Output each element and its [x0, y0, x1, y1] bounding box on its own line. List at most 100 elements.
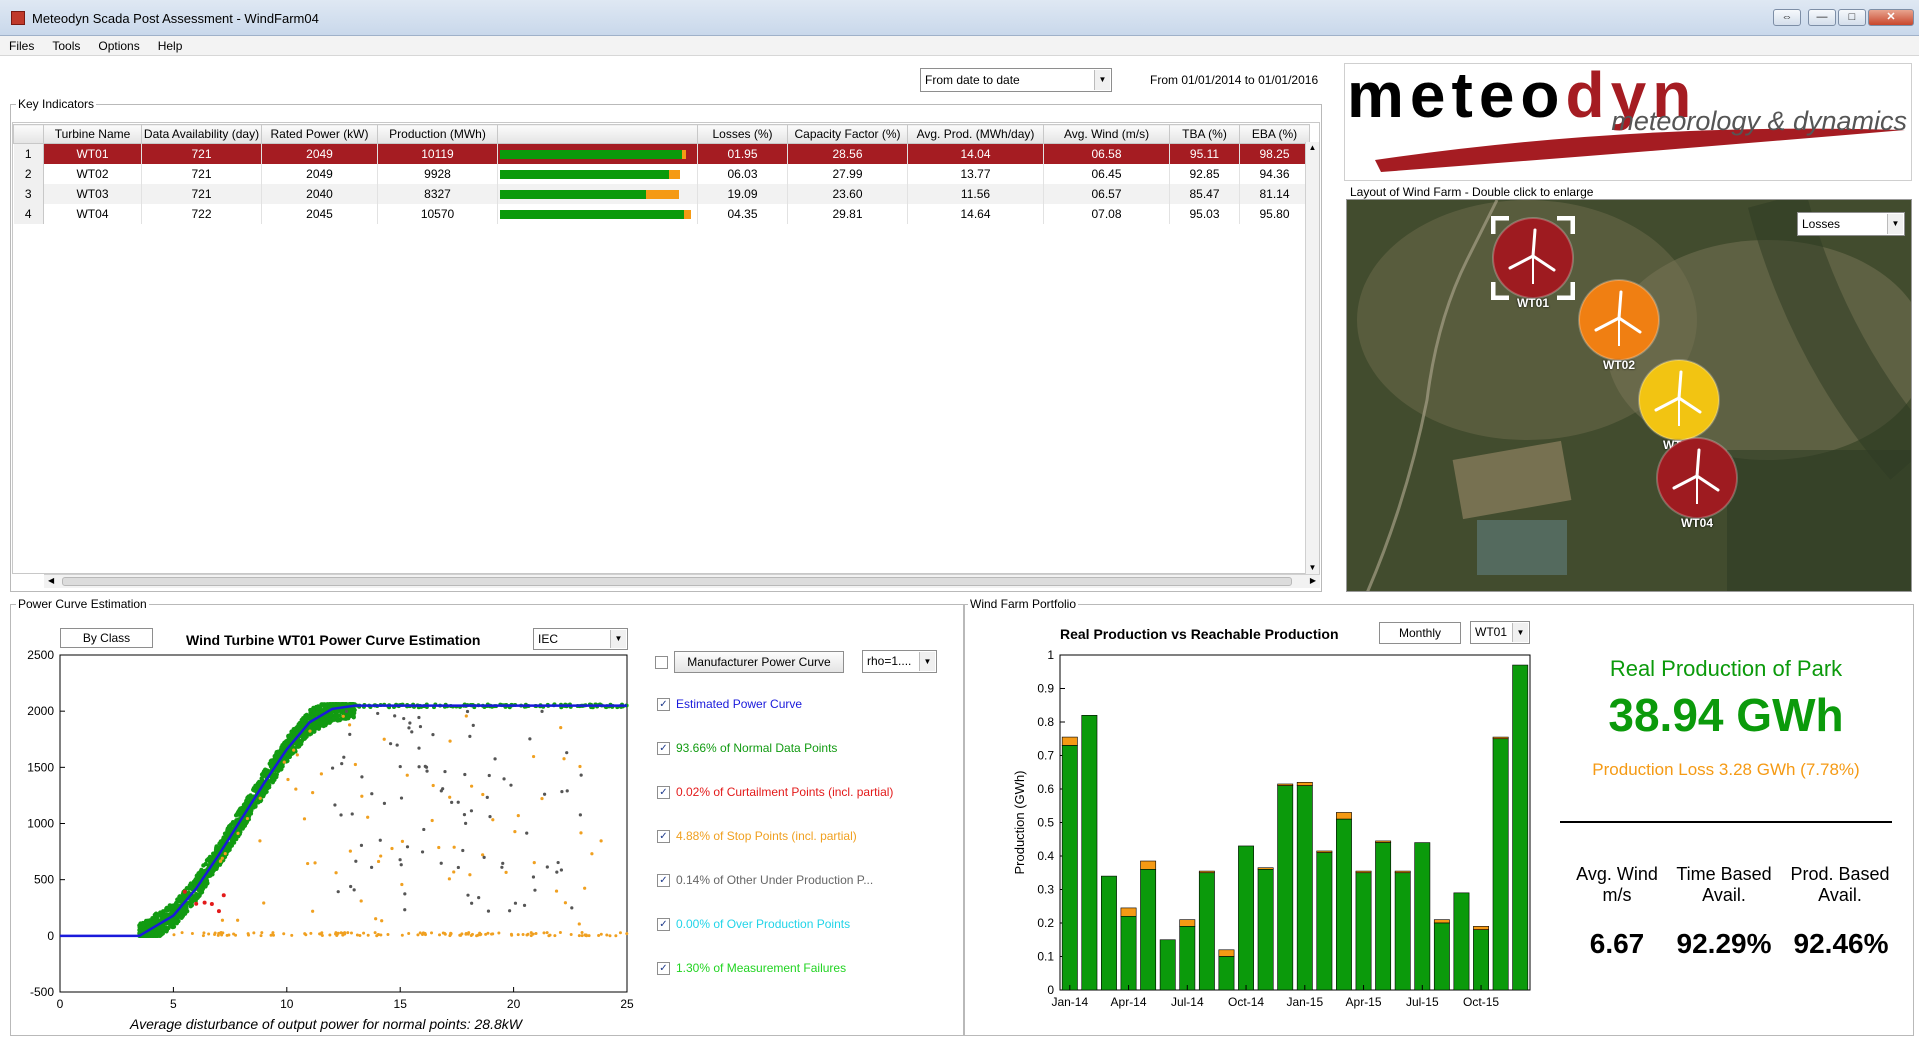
- under-production-point: [407, 726, 411, 730]
- under-production-point: [399, 863, 403, 867]
- menu-tools[interactable]: Tools: [52, 39, 81, 53]
- y-tick-label: 0.9: [1037, 682, 1054, 696]
- method-select[interactable]: IEC ▼: [533, 628, 628, 650]
- legend-checkbox[interactable]: ✓: [657, 742, 670, 756]
- stop-point: [534, 932, 538, 936]
- col-turbine-name[interactable]: Turbine Name: [43, 124, 142, 144]
- menu-help[interactable]: Help: [157, 39, 183, 53]
- y-tick-label: 0.4: [1037, 849, 1054, 863]
- menu-files[interactable]: Files: [9, 39, 35, 53]
- col-eba[interactable]: EBA (%): [1239, 124, 1310, 144]
- col-tba[interactable]: TBA (%): [1169, 124, 1240, 144]
- production-bar: [1336, 818, 1352, 991]
- normal-point: [299, 717, 304, 723]
- stop-point: [448, 795, 452, 799]
- time-avail-label: Time Based Avail.: [1676, 864, 1772, 905]
- chevron-down-icon: ▼: [919, 652, 935, 671]
- wind-farm-map[interactable]: Losses▼ WT01 WT02WT03 WT04: [1346, 199, 1912, 592]
- close-button[interactable]: ✕: [1868, 9, 1914, 26]
- under-production-point: [477, 896, 481, 900]
- normal-point: [267, 779, 272, 784]
- col-production[interactable]: Production (MWh): [377, 124, 498, 144]
- legend-checkbox[interactable]: ✓: [657, 698, 670, 712]
- production-bar: [1218, 956, 1235, 991]
- col-avg-prod[interactable]: Avg. Prod. (MWh/day): [907, 124, 1044, 144]
- stop-point: [236, 831, 240, 836]
- stop-point: [580, 934, 584, 938]
- date-mode-select[interactable]: From date to date ▼: [920, 68, 1112, 92]
- period-toggle-button[interactable]: Monthly: [1379, 622, 1461, 644]
- table-vertical-scrollbar[interactable]: ▲ ▼: [1305, 142, 1319, 574]
- minimize-button[interactable]: —: [1808, 9, 1836, 26]
- stop-point: [470, 784, 474, 788]
- under-production-point: [422, 827, 426, 832]
- avg-prod-cell: 14.64: [907, 203, 1044, 224]
- stop-point: [260, 931, 264, 935]
- production-bar: [1101, 875, 1117, 991]
- legend-item[interactable]: ✓ 0.14% of Other Under Production P...: [657, 873, 873, 888]
- under-production-point: [533, 888, 537, 892]
- legend-item[interactable]: ✓ 93.66% of Normal Data Points: [657, 741, 837, 756]
- scroll-left-icon[interactable]: ◀: [48, 576, 55, 585]
- legend-checkbox[interactable]: ✓: [657, 918, 670, 932]
- logo-graphic: [1375, 128, 1905, 172]
- table-row[interactable]: 4 WT04 722 2045 10570 04.35 29.81 14.64 07.08 95.…: [13, 203, 1310, 224]
- menu-options[interactable]: Options: [98, 39, 140, 53]
- normal-point: [304, 715, 309, 721]
- col-capacity-factor[interactable]: Capacity Factor (%): [787, 124, 908, 144]
- col-production-bar[interactable]: [497, 124, 698, 144]
- stop-point: [490, 932, 494, 936]
- legend-item[interactable]: ✓ Estimated Power Curve: [657, 697, 802, 712]
- turbine-marker-wt01[interactable]: WT01: [1490, 215, 1576, 310]
- stop-point: [437, 845, 441, 850]
- col-avg-wind[interactable]: Avg. Wind (m/s): [1043, 124, 1170, 144]
- scroll-thumb[interactable]: [62, 577, 1292, 586]
- normal-point: [296, 725, 301, 731]
- by-class-button[interactable]: By Class: [60, 628, 153, 648]
- production-loss-label: Production Loss 3.28 GWh (7.78%): [1592, 760, 1860, 779]
- stop-point: [464, 714, 468, 718]
- turbine-marker-wt02[interactable]: WT02: [1577, 278, 1661, 372]
- under-production-point: [501, 861, 505, 865]
- legend-checkbox[interactable]: ✓: [657, 962, 670, 976]
- stop-point: [521, 932, 525, 936]
- manufacturer-curve-button[interactable]: Manufacturer Power Curve: [674, 651, 844, 673]
- legend-checkbox[interactable]: ✓: [657, 874, 670, 888]
- scroll-down-icon[interactable]: ▼: [1308, 563, 1317, 572]
- production-bar: [1394, 872, 1411, 991]
- normal-point: [150, 933, 155, 939]
- table-row[interactable]: 1 WT01 721 2049 10119 01.95 28.56 14.04 06.58 95.…: [13, 143, 1310, 164]
- manufacturer-curve-checkbox[interactable]: [655, 656, 668, 669]
- turbine-marker-wt04[interactable]: WT04: [1655, 436, 1739, 530]
- y-tick-label: 1000: [27, 817, 54, 831]
- maximize-button[interactable]: □: [1838, 9, 1866, 26]
- col-losses[interactable]: Losses (%): [697, 124, 788, 144]
- under-production-point: [339, 813, 343, 817]
- production-bar: [1355, 872, 1372, 991]
- y-tick-label: 1: [1047, 648, 1054, 662]
- under-production-point: [556, 860, 560, 865]
- stop-point: [562, 757, 566, 761]
- turbine-name-cell: WT01: [43, 143, 142, 164]
- legend-item[interactable]: ✓ 4.88% of Stop Points (incl. partial): [657, 829, 857, 844]
- losses-cell: 19.09: [697, 183, 788, 204]
- portfolio-turbine-select[interactable]: WT01 ▼: [1470, 621, 1530, 644]
- legend-checkbox[interactable]: ✓: [657, 830, 670, 844]
- col-data-availability[interactable]: Data Availability (day): [141, 124, 262, 144]
- legend-item[interactable]: ✓ 0.00% of Over Production Points: [657, 917, 850, 932]
- col-rated-power[interactable]: Rated Power (kW): [261, 124, 378, 144]
- table-row[interactable]: 2 WT02 721 2049 9928 06.03 27.99 13.77 06.45 92.8…: [13, 163, 1310, 184]
- legend-item[interactable]: ✓ 1.30% of Measurement Failures: [657, 961, 846, 976]
- table-row[interactable]: 3 WT03 721 2040 8327 19.09 23.60 11.56 06.57 85.4…: [13, 183, 1310, 204]
- map-metric-select[interactable]: Losses ▼: [1797, 212, 1905, 236]
- legend-checkbox[interactable]: ✓: [657, 786, 670, 800]
- table-horizontal-scrollbar[interactable]: ◀ ▶: [44, 574, 1320, 588]
- under-production-point: [378, 838, 382, 842]
- rho-select[interactable]: rho=1.... ▼: [862, 650, 937, 673]
- legend-item[interactable]: ✓ 0.02% of Curtailment Points (incl. part…: [657, 785, 893, 800]
- scroll-up-icon[interactable]: ▲: [1308, 143, 1317, 152]
- stop-point: [366, 815, 370, 819]
- restore-icon[interactable]: ⇔: [1773, 9, 1801, 26]
- scroll-right-icon[interactable]: ▶: [1309, 576, 1316, 585]
- turbine-marker-wt03[interactable]: WT03: [1637, 358, 1721, 452]
